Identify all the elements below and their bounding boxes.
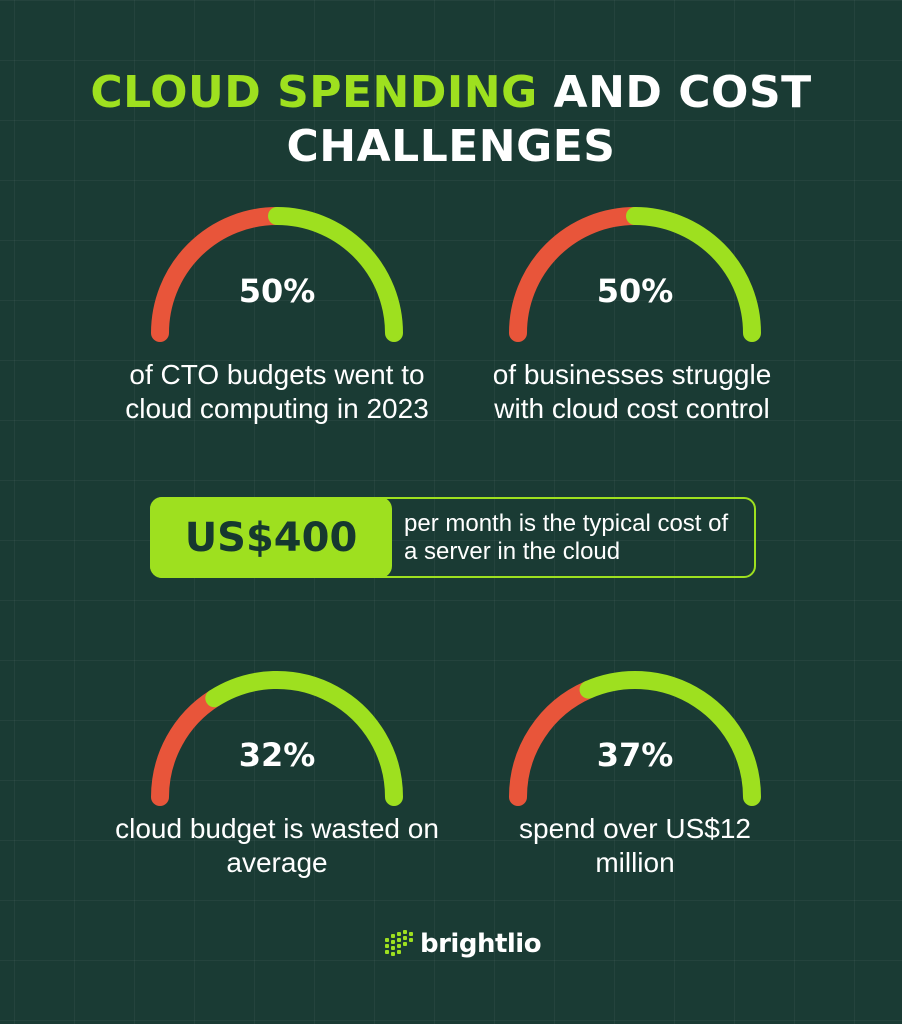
gauge-percentage: 32% [142,736,412,774]
gauge-caption: of businesses struggle with cloud cost c… [467,358,797,426]
page-title: CLOUD SPENDING AND COST CHALLENGES [0,66,902,174]
title-accent: CLOUD SPENDING [90,67,537,118]
gauge-caption: of CTO budgets went to cloud computing i… [107,358,447,426]
cost-badge: US$400 [150,497,392,578]
gauge-cto-budgets: 50% [142,208,412,348]
gauge-percentage: 37% [500,736,770,774]
gauge-spend-over: 37% [500,672,770,812]
cost-amount: US$400 [185,515,358,561]
gauge-caption: cloud budget is wasted on average [107,812,447,880]
gauge-budget-wasted: 32% [142,672,412,812]
gauge-caption: spend over US$12 million [495,812,775,880]
server-cost-callout: US$400 per month is the typical cost of … [150,497,756,578]
gauge-percentage: 50% [142,272,412,310]
brand-logo: brightlio [384,924,541,964]
gauge-cost-control: 50% [500,208,770,348]
gauge-percentage: 50% [500,272,770,310]
brand-name: brightlio [420,929,541,959]
title-rest: AND COST [554,67,812,118]
title-line2: CHALLENGES [287,121,616,172]
cost-description: per month is the typical cost of a serve… [404,510,744,566]
brightlio-logo-icon [384,929,414,959]
